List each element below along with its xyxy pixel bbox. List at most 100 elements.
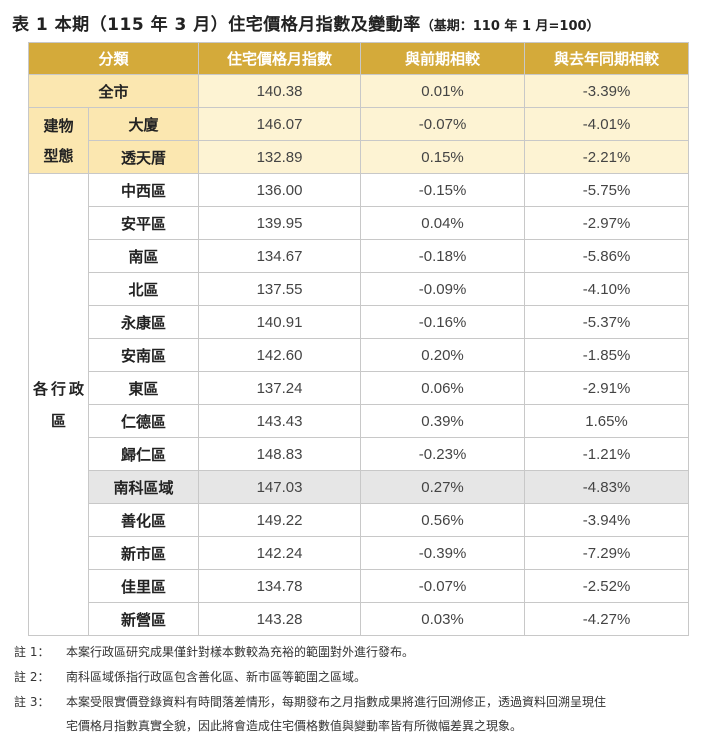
note-1: 註 1： 本案行政區研究成果僅針對樣本數較為充裕的範圍對外進行發布。 [14, 640, 699, 665]
table-row: 仁德區 143.43 0.39% 1.65% [29, 404, 690, 438]
table-row: 透天厝 132.89 0.15% -2.21% [29, 140, 690, 174]
row-name: 善化區 [87, 503, 200, 537]
row-index: 143.28 [198, 602, 362, 636]
row-index: 134.78 [198, 569, 362, 603]
row-index: 134.67 [198, 239, 362, 273]
table-row: 東區 137.24 0.06% -2.91% [29, 371, 690, 405]
row-yoy: -5.37% [524, 305, 690, 339]
row-name: 佳里區 [87, 569, 200, 603]
header-mom: 與前期相較 [360, 42, 526, 75]
row-index: 143.43 [198, 404, 362, 438]
row-yoy: -1.21% [524, 437, 690, 471]
row-name: 仁德區 [87, 404, 200, 438]
title-main: 表 1 本期（115 年 3 月）住宅價格月指數及變動率 [12, 15, 421, 35]
row-yoy: -4.10% [524, 272, 690, 306]
note-3-continued: 宅價格月指數真實全貌，因此將會造成住宅價格數值與變動率皆有所微幅差異之現象。 [66, 719, 523, 733]
row-mom: 0.04% [360, 206, 526, 240]
footnotes: 註 1： 本案行政區研究成果僅針對樣本數較為充裕的範圍對外進行發布。 註 2： 南科… [14, 640, 699, 737]
note-text: 本案行政區研究成果僅針對樣本數較為充裕的範圍對外進行發布。 [66, 645, 415, 659]
row-name: 南科區域 [87, 470, 200, 504]
row-index: 146.07 [198, 107, 362, 141]
row-index: 142.24 [198, 536, 362, 570]
table-row: 安南區 142.60 0.20% -1.85% [29, 338, 690, 372]
row-mom: -0.16% [360, 305, 526, 339]
note-2: 註 2： 南科區域係指行政區包含善化區、新市區等範圍之區域。 [14, 665, 699, 690]
row-name: 東區 [87, 371, 200, 405]
row-index: 149.22 [198, 503, 362, 537]
row-index: 139.95 [198, 206, 362, 240]
building-label-line1: 建物 [43, 116, 74, 135]
row-mom: -0.23% [360, 437, 526, 471]
note-text: 本案受限實價登錄資料有時間落差情形，每期發布之月指數成果將進行回溯修正，透過資料… [66, 695, 607, 709]
building-label-line2: 型態 [43, 146, 74, 165]
row-index: 142.60 [198, 338, 362, 372]
row-yoy: -4.01% [524, 107, 690, 141]
table-row: 安平區 139.95 0.04% -2.97% [29, 206, 690, 240]
note-3: 註 3： 本案受限實價登錄資料有時間落差情形，每期發布之月指數成果將進行回溯修正，… [14, 690, 699, 715]
row-name: 南區 [87, 239, 200, 273]
row-mom: 0.15% [360, 140, 526, 174]
row-yoy: -4.27% [524, 602, 690, 636]
city-yoy: -3.39% [524, 74, 690, 108]
row-mom: -0.07% [360, 107, 526, 141]
district-group-label: 各行政區 [28, 173, 89, 636]
table-row: 善化區 149.22 0.56% -3.94% [29, 503, 690, 537]
row-name: 北區 [87, 272, 200, 306]
note-tag: 註 3： [14, 695, 50, 709]
table-row: 新市區 142.24 -0.39% -7.29% [29, 536, 690, 570]
row-yoy: -7.29% [524, 536, 690, 570]
row-name: 歸仁區 [87, 437, 200, 471]
row-mom: 0.03% [360, 602, 526, 636]
table-row: 歸仁區 148.83 -0.23% -1.21% [29, 437, 690, 471]
row-index: 148.83 [198, 437, 362, 471]
row-index: 132.89 [198, 140, 362, 174]
table-row: 新營區 143.28 0.03% -4.27% [29, 602, 690, 636]
row-yoy: -2.52% [524, 569, 690, 603]
building-group-label: 建物 型態 [28, 107, 89, 174]
header-yoy: 與去年同期相較 [524, 42, 690, 75]
row-yoy: -2.91% [524, 371, 690, 405]
district-label-char: 區 [50, 411, 66, 430]
row-name: 大廈 [87, 107, 200, 141]
row-mom: -0.15% [360, 173, 526, 207]
table-row: 南科區域 147.03 0.27% -4.83% [29, 470, 690, 504]
row-mom: -0.18% [360, 239, 526, 273]
row-yoy: 1.65% [524, 404, 690, 438]
row-mom: -0.39% [360, 536, 526, 570]
row-mom: 0.06% [360, 371, 526, 405]
header-category: 分類 [27, 42, 200, 75]
row-yoy: -2.21% [524, 140, 690, 174]
row-yoy: -5.86% [524, 239, 690, 273]
row-name: 中西區 [87, 173, 200, 207]
row-yoy: -3.94% [524, 503, 690, 537]
table-row: 北區 137.55 -0.09% -4.10% [29, 272, 690, 306]
row-mom: 0.27% [360, 470, 526, 504]
table-title: 表 1 本期（115 年 3 月）住宅價格月指數及變動率（基期：110 年 1 … [12, 10, 600, 36]
row-index: 147.03 [198, 470, 362, 504]
price-index-table: 分類 住宅價格月指數 與前期相較 與去年同期相較 全市 140.38 0.01%… [27, 42, 690, 636]
row-name: 新市區 [87, 536, 200, 570]
row-name: 透天厝 [87, 140, 200, 174]
table-row: 南區 134.67 -0.18% -5.86% [29, 239, 690, 273]
city-mom: 0.01% [360, 74, 526, 108]
row-yoy: -4.83% [524, 470, 690, 504]
row-mom: 0.56% [360, 503, 526, 537]
header-row: 分類 住宅價格月指數 與前期相較 與去年同期相較 [27, 42, 690, 75]
district-label-char: 各 [32, 379, 48, 398]
city-name: 全市 [27, 74, 200, 108]
district-label-char: 政 [68, 379, 84, 398]
title-base-period: （基期：110 年 1 月=100） [420, 19, 600, 34]
table-row: 建物 型態 大廈 146.07 -0.07% -4.01% [28, 107, 690, 174]
row-index: 136.00 [198, 173, 362, 207]
note-tag: 註 2： [14, 670, 50, 684]
row-index: 137.55 [198, 272, 362, 306]
row-yoy: -5.75% [524, 173, 690, 207]
row-name: 新營區 [87, 602, 200, 636]
table-row: 佳里區 134.78 -0.07% -2.52% [29, 569, 690, 603]
row-name: 安南區 [87, 338, 200, 372]
row-mom: -0.07% [360, 569, 526, 603]
row-index: 140.91 [198, 305, 362, 339]
header-index: 住宅價格月指數 [198, 42, 362, 75]
city-index: 140.38 [198, 74, 362, 108]
row-yoy: -1.85% [524, 338, 690, 372]
